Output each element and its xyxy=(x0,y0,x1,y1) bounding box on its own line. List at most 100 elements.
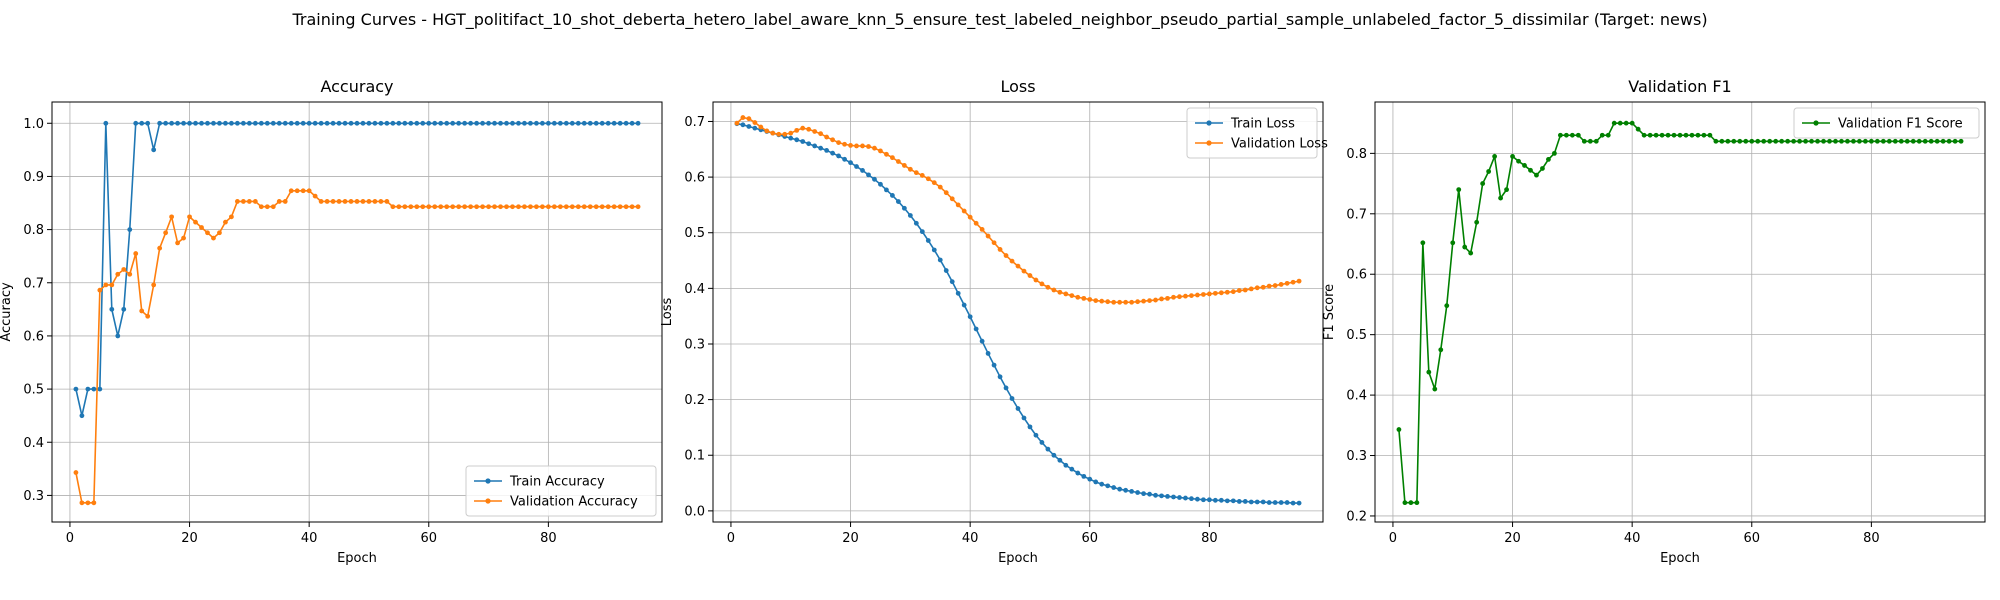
y-tick-label: 0.9 xyxy=(23,170,44,185)
data-point xyxy=(557,204,563,210)
data-point xyxy=(486,204,491,210)
data-point xyxy=(806,126,812,132)
data-point xyxy=(1749,138,1755,144)
data-point xyxy=(824,148,830,153)
series-line-2 xyxy=(75,189,639,504)
data-point xyxy=(545,120,551,126)
data-point xyxy=(336,199,342,204)
data-point xyxy=(1851,138,1856,144)
data-point xyxy=(1695,132,1701,138)
data-point xyxy=(878,148,883,154)
data-point xyxy=(498,204,503,210)
data-point xyxy=(145,120,151,126)
data-point xyxy=(878,181,883,187)
data-point xyxy=(1123,299,1129,305)
data-point xyxy=(534,120,539,126)
data-point xyxy=(1480,181,1486,186)
data-point xyxy=(438,120,444,126)
x-tick-label: 40 xyxy=(1624,531,1641,546)
data-point xyxy=(91,386,97,392)
y-tick-label: 0.7 xyxy=(23,276,44,291)
data-point xyxy=(1647,132,1653,138)
data-point xyxy=(510,204,515,210)
data-point xyxy=(402,204,408,210)
data-point xyxy=(1462,244,1468,250)
data-point xyxy=(246,199,252,204)
data-point xyxy=(444,204,450,210)
data-point xyxy=(408,120,414,126)
data-point xyxy=(1171,294,1176,300)
y-tick-label: 0.3 xyxy=(1346,449,1367,464)
data-point xyxy=(1057,457,1063,463)
data-point xyxy=(623,120,629,126)
data-point xyxy=(312,193,318,199)
data-point xyxy=(211,120,216,126)
data-point xyxy=(985,351,991,356)
data-point xyxy=(1743,138,1749,144)
y-tick-label: 0.4 xyxy=(684,282,705,297)
data-point xyxy=(1296,500,1302,506)
data-point xyxy=(1093,298,1099,303)
data-point xyxy=(782,131,788,137)
data-point xyxy=(1880,138,1886,144)
data-point xyxy=(1081,473,1087,479)
legend-box xyxy=(1793,107,1980,139)
data-point xyxy=(211,235,216,241)
data-point xyxy=(1874,138,1880,144)
figure-title: Training Curves - HGT_politifact_10_shot… xyxy=(292,10,1708,29)
series-line-1 xyxy=(736,122,1300,504)
data-point xyxy=(1147,491,1152,497)
data-point xyxy=(605,204,611,210)
data-point xyxy=(468,204,474,210)
data-point xyxy=(1153,297,1158,303)
data-point xyxy=(943,190,949,196)
data-point xyxy=(1141,491,1146,497)
data-point xyxy=(1105,299,1111,305)
data-point xyxy=(895,159,901,164)
data-point xyxy=(468,120,474,126)
data-point xyxy=(1027,273,1033,278)
data-point xyxy=(127,271,133,277)
data-point xyxy=(788,130,794,136)
data-point xyxy=(1111,299,1117,305)
data-point xyxy=(1839,138,1844,144)
data-point xyxy=(205,120,210,126)
data-point xyxy=(282,199,288,204)
data-point xyxy=(1528,167,1533,173)
legend-box xyxy=(465,465,657,517)
data-point xyxy=(1408,500,1414,506)
data-point xyxy=(528,120,533,126)
data-point xyxy=(1159,493,1164,499)
data-point xyxy=(181,235,186,241)
data-point xyxy=(217,120,222,126)
data-point xyxy=(121,306,127,312)
data-point xyxy=(1635,126,1641,132)
data-point xyxy=(246,120,252,126)
data-point xyxy=(1075,294,1081,300)
data-point xyxy=(1737,138,1743,144)
data-point xyxy=(342,199,348,204)
data-point xyxy=(1063,291,1069,297)
data-point xyxy=(854,143,859,149)
x-tick-label: 60 xyxy=(1743,531,1760,546)
x-tick-label: 60 xyxy=(420,531,437,546)
data-point xyxy=(1260,499,1266,505)
data-point xyxy=(492,204,497,210)
data-point xyxy=(438,204,444,210)
data-point xyxy=(336,120,342,126)
data-point xyxy=(252,199,258,204)
data-point xyxy=(1444,303,1450,309)
data-point xyxy=(985,233,991,239)
data-point xyxy=(1474,219,1480,225)
data-point xyxy=(1189,293,1194,298)
data-point xyxy=(925,176,931,182)
data-point xyxy=(569,120,575,126)
data-point xyxy=(354,199,360,204)
data-point xyxy=(557,120,563,126)
data-point xyxy=(1629,120,1635,126)
data-point xyxy=(1958,138,1964,144)
data-point xyxy=(1266,283,1272,289)
data-point xyxy=(258,204,264,210)
data-point xyxy=(462,120,468,126)
